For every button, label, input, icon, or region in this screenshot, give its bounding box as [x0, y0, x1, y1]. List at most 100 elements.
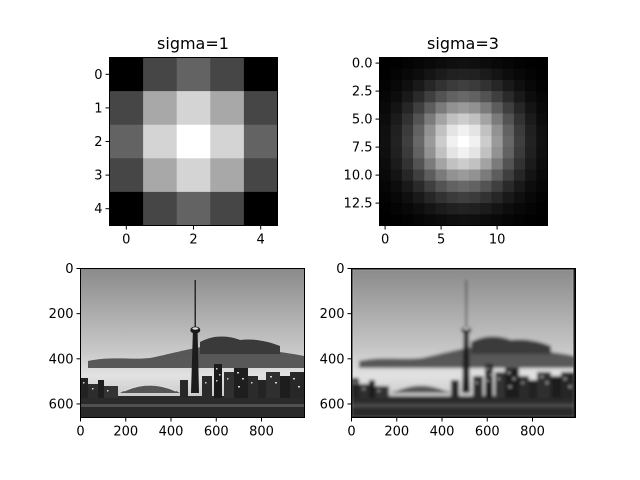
kernel-sigma3-cell	[469, 180, 481, 193]
kernel-sigma3-cell	[435, 113, 448, 126]
kernel-sigma3-cell	[413, 214, 425, 226]
kernel-sigma3-cell	[491, 57, 504, 70]
kernel-sigma3-cell	[446, 57, 459, 70]
y-tick-label: 0.0	[352, 57, 373, 72]
kernel-sigma3-cell	[536, 214, 548, 226]
kernel-sigma3-cell	[513, 191, 526, 204]
x-tick-label: 800	[520, 425, 545, 440]
kernel-sigma3-cell	[525, 180, 537, 193]
kernel-sigma3-cell	[390, 79, 403, 92]
kernel-sigma3-cell	[379, 124, 392, 137]
y-tick-label: 600	[49, 397, 74, 412]
kernel-sigma3-cell	[424, 169, 436, 182]
kernel-sigma3-cell	[379, 214, 392, 226]
kernel-sigma3-cell	[457, 102, 470, 114]
kernel-sigma3-cell	[480, 169, 492, 182]
kernel-sigma3-cell	[491, 147, 504, 159]
kernel-sigma3-cell	[424, 147, 436, 159]
x-tick-label: 10	[489, 233, 506, 248]
kernel-sigma3-cell	[401, 79, 414, 92]
y-tick-label: 2.5	[352, 85, 373, 100]
kernel-sigma1-cell	[109, 191, 144, 226]
kernel-sigma3-cell	[424, 135, 436, 148]
panel-kernel-sigma1: sigma=1 0 2 4 0 1 2 3 4	[94, 34, 278, 248]
kernel-sigma3-cell	[536, 68, 548, 81]
kernel-sigma3-cell	[502, 113, 515, 126]
kernel-sigma1-cell	[109, 124, 144, 159]
panel-kernel-sigma3: sigma=3 0 5 10 0.0 2.5 5.0 7.5 10.0 12.5	[344, 34, 548, 248]
kernel-sigma3-cell	[536, 191, 548, 204]
kernel-sigma3-cell	[401, 180, 414, 193]
kernel-sigma3-cell	[513, 91, 526, 103]
kernel-sigma3-cell	[491, 169, 504, 182]
kernel-sigma3-cell	[536, 57, 548, 70]
kernel-sigma3-cell	[435, 158, 448, 170]
kernel-sigma3-cell	[502, 68, 515, 81]
kernel-sigma3-cell	[457, 113, 470, 126]
kernel-sigma3-cell	[491, 102, 504, 114]
kernel-sigma3-cell	[513, 135, 526, 148]
kernel-sigma3-cell	[525, 169, 537, 182]
kernel-sigma3-cell	[390, 169, 403, 182]
kernel-sigma3-cell	[525, 191, 537, 204]
kernel-sigma3-cell	[502, 79, 515, 92]
kernel-sigma3-cell	[424, 203, 436, 215]
kernel-sigma3-cell	[469, 203, 481, 215]
kernel-sigma3-cell	[401, 102, 414, 114]
kernel-sigma1-cell	[143, 57, 178, 92]
kernel-sigma3-cell	[413, 68, 425, 81]
kernel-sigma3-cell	[502, 191, 515, 204]
kernel-sigma3-cell	[502, 124, 515, 137]
kernel-sigma3-cell	[435, 169, 448, 182]
kernel-sigma3-cell	[469, 214, 481, 226]
kernel-sigma3-cell	[435, 203, 448, 215]
kernel-sigma3-cell	[413, 113, 425, 126]
x-tick-label: 800	[249, 425, 274, 440]
kernel-sigma3-cell	[401, 158, 414, 170]
y-tick-label: 0	[94, 68, 102, 83]
kernel-sigma3-cell	[424, 57, 436, 70]
panel-1-title: sigma=1	[157, 34, 229, 53]
kernel-sigma3-cell	[525, 135, 537, 148]
x-tick-label: 0	[347, 425, 355, 440]
x-tick-label: 0	[381, 233, 389, 248]
kernel-sigma1-cell	[109, 57, 144, 92]
kernel-sigma3-cell	[513, 79, 526, 92]
kernel-sigma3-cell	[491, 158, 504, 170]
kernel-sigma3-cell	[491, 180, 504, 193]
kernel-sigma3-cell	[390, 57, 403, 70]
kernel-sigma3-cell	[480, 91, 492, 103]
kernel-sigma3-cell	[413, 203, 425, 215]
kernel-sigma3-cell	[457, 180, 470, 193]
x-tick-label: 0	[122, 233, 130, 248]
y-tick-label: 12.5	[344, 197, 373, 212]
kernel-sigma3-cell	[480, 79, 492, 92]
kernel-sigma3-cell	[536, 79, 548, 92]
kernel-sigma3-cell	[457, 91, 470, 103]
kernel-sigma1-cell	[243, 158, 278, 193]
kernel-sigma3-cell	[525, 79, 537, 92]
blurred-city-image	[351, 268, 575, 418]
panel-4-frame	[351, 268, 576, 418]
kernel-sigma3-cell	[379, 113, 392, 126]
kernel-sigma3-cell	[513, 169, 526, 182]
kernel-sigma3-cell	[469, 113, 481, 126]
y-tick-label: 400	[49, 352, 74, 367]
x-tick-label: 4	[257, 233, 265, 248]
kernel-sigma1-cell	[210, 57, 245, 92]
kernel-sigma3-cell	[401, 147, 414, 159]
kernel-sigma3-cell	[390, 68, 403, 81]
kernel-sigma3-cell	[480, 124, 492, 137]
kernel-sigma3-cell	[379, 79, 392, 92]
kernel-sigma3-cell	[379, 191, 392, 204]
kernel-sigma3-cell	[480, 214, 492, 226]
kernel-sigma3-cell	[457, 57, 470, 70]
kernel-sigma3-cell	[502, 214, 515, 226]
kernel-sigma3-cell	[390, 147, 403, 159]
kernel-sigma3-cell	[480, 203, 492, 215]
panel-4-ticks: 0 200 400 600 800 0 200 400 600	[320, 262, 545, 440]
kernel-sigma3-cell	[513, 214, 526, 226]
kernel-sigma3-cell	[424, 214, 436, 226]
kernel-sigma3-cell	[379, 147, 392, 159]
